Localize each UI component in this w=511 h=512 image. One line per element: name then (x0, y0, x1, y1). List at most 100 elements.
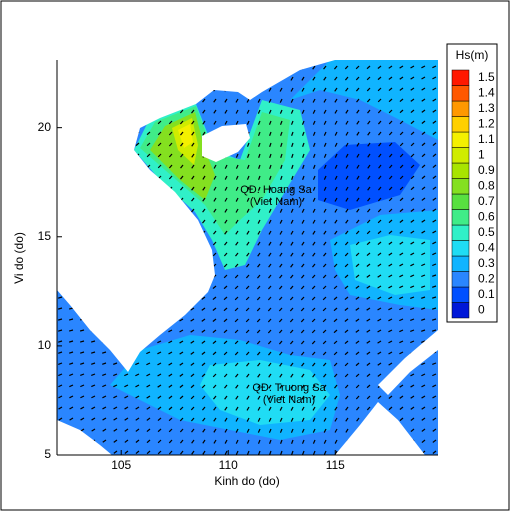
wave-arrow (191, 109, 195, 114)
wave-arrow (432, 65, 437, 69)
wave-arrow (234, 340, 239, 345)
wave-arrow (367, 109, 371, 114)
wave-arrow (234, 307, 239, 312)
wave-arrow (180, 450, 184, 455)
wave-arrow (367, 153, 371, 158)
wave-arrow (367, 186, 371, 191)
wave-arrow (58, 351, 63, 354)
wave-arrow (388, 296, 393, 300)
wave-arrow (289, 318, 294, 323)
wave-arrow (301, 384, 305, 389)
annotation: (Viet Nam) (263, 394, 315, 406)
wave-arrow (421, 252, 426, 256)
colorbar-swatch (451, 69, 470, 86)
wave-arrow (157, 428, 162, 433)
wave-arrow (279, 417, 283, 422)
wave-arrow (246, 395, 250, 400)
island (335, 402, 425, 455)
wave-arrow (421, 230, 426, 234)
wave-arrow (432, 285, 437, 288)
wave-arrow (323, 65, 327, 70)
wave-arrow (135, 450, 140, 455)
wave-arrow (223, 252, 228, 257)
wave-arrow (191, 428, 195, 433)
wave-arrow (367, 197, 371, 202)
wave-arrow (399, 406, 404, 410)
wave-arrow (300, 340, 305, 345)
wave-arrow (421, 406, 426, 410)
wave-arrow (301, 439, 305, 444)
wave-arrow (333, 274, 338, 279)
wave-arrow (355, 230, 360, 235)
wave-arrow (345, 406, 349, 411)
wave-arrow (432, 197, 437, 201)
wave-arrow (432, 87, 437, 91)
wave-arrow (312, 373, 316, 378)
wave-arrow (345, 153, 349, 158)
wave-arrow (268, 186, 272, 191)
wave-arrow (102, 417, 107, 421)
x-axis-label: Kinh do (do) (214, 474, 279, 488)
wave-arrow (201, 406, 206, 411)
wave-arrow (280, 450, 283, 455)
wave-arrow (323, 98, 327, 103)
wave-arrow (201, 395, 206, 400)
colorbar-label: 0.5 (478, 225, 495, 239)
wave-arrow (290, 384, 294, 389)
wave-arrow (356, 109, 360, 114)
wave-arrow (223, 296, 228, 301)
wave-arrow (377, 65, 382, 69)
wave-arrow (58, 384, 63, 388)
wave-arrow (333, 329, 338, 334)
wave-arrow (388, 142, 393, 147)
y-tick-label: 10 (38, 338, 52, 352)
wave-arrow (58, 362, 63, 366)
wave-arrow (334, 142, 338, 147)
wave-arrow (421, 340, 426, 343)
wave-arrow (223, 329, 228, 334)
wave-arrow (224, 219, 228, 224)
wave-arrow (355, 76, 360, 81)
wave-arrow (168, 439, 173, 444)
wave-arrow (378, 164, 382, 169)
wave-arrow (234, 296, 239, 301)
wave-arrow (289, 296, 294, 301)
wave-arrow (58, 340, 63, 343)
wave-arrow (399, 351, 404, 355)
wave-arrow (366, 296, 371, 300)
wave-arrow (135, 417, 140, 421)
wave-arrow (191, 450, 195, 455)
wave-arrow (146, 395, 151, 399)
wave-arrow (333, 362, 338, 367)
field-region (150, 112, 215, 200)
wave-arrow (235, 395, 239, 400)
wave-arrow (235, 153, 239, 158)
wave-arrow (301, 87, 305, 92)
wave-arrow (366, 329, 371, 333)
wave-arrow (432, 406, 437, 410)
wave-arrow (201, 362, 206, 367)
wave-arrow (69, 351, 74, 354)
wave-arrow (279, 98, 283, 103)
wave-arrow (256, 351, 261, 356)
wave-arrow (257, 373, 261, 378)
wave-arrow (157, 450, 162, 455)
wave-arrow (235, 439, 239, 444)
wave-arrow (312, 230, 316, 235)
wave-arrow (378, 186, 382, 191)
wave-arrow (124, 428, 129, 432)
colorbar-label: 1.3 (478, 101, 495, 115)
wave-arrow (410, 98, 415, 102)
wave-arrow (431, 318, 437, 321)
wave-arrow (179, 417, 184, 422)
x-tick-label: 105 (111, 458, 131, 472)
wave-arrow (421, 65, 426, 69)
wave-arrow (268, 98, 272, 103)
colorbar-label: 1.5 (478, 70, 495, 84)
wave-arrow (432, 373, 437, 377)
wave-arrow (223, 373, 228, 378)
wave-arrow (421, 384, 426, 388)
wave-arrow (246, 142, 250, 147)
wave-arrow (312, 76, 316, 81)
wave-arrow (312, 65, 316, 70)
